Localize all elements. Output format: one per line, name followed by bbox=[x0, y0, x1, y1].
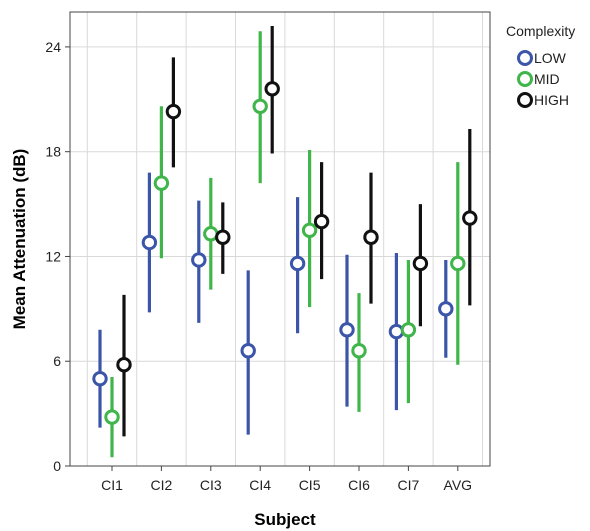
x-tick-label: CI4 bbox=[249, 477, 271, 493]
x-tick-label: CI6 bbox=[348, 477, 370, 493]
mean-marker-high bbox=[116, 357, 132, 373]
mean-marker-low bbox=[92, 370, 108, 387]
x-tick-label: CI7 bbox=[398, 477, 420, 493]
x-axis-title: Subject bbox=[254, 510, 316, 529]
y-tick-label: 12 bbox=[45, 248, 61, 264]
mean-marker-mid bbox=[104, 409, 120, 425]
data-marks bbox=[92, 25, 478, 458]
legend-marker-high bbox=[517, 92, 533, 108]
legend: Complexity LOW MID HIGH bbox=[506, 23, 575, 108]
mean-marker-high bbox=[412, 255, 429, 272]
mean-marker-high bbox=[462, 210, 478, 226]
legend-items: LOW MID HIGH bbox=[517, 50, 569, 108]
legend-label-mid: MID bbox=[534, 71, 560, 87]
y-tick-label: 18 bbox=[45, 144, 61, 160]
mean-marker-low bbox=[191, 252, 207, 268]
axes: 0 6 12 18 24 CI1 CI2 CI3 CI4 CI5 CI6 CI7 AVG bbox=[45, 39, 472, 493]
y-tick-label: 0 bbox=[53, 458, 61, 474]
plot-frame bbox=[69, 11, 491, 467]
mean-marker-low bbox=[289, 255, 306, 272]
x-tick-label: CI5 bbox=[299, 477, 321, 493]
mean-marker-mid bbox=[351, 343, 367, 359]
mean-marker-high bbox=[363, 229, 379, 245]
legend-label-high: HIGH bbox=[534, 92, 569, 108]
mean-marker-low bbox=[438, 301, 454, 317]
grid bbox=[70, 12, 490, 466]
x-tick-label: CI3 bbox=[200, 477, 222, 493]
y-axis-title: Mean Attenuation (dB) bbox=[10, 149, 29, 330]
mean-marker-low bbox=[141, 234, 158, 251]
y-tick-label: 24 bbox=[45, 39, 61, 55]
x-tick-label: CI1 bbox=[101, 477, 123, 493]
mean-marker-high bbox=[165, 103, 182, 120]
legend-title: Complexity bbox=[506, 23, 575, 39]
mean-marker-low bbox=[388, 323, 405, 340]
mean-marker-mid bbox=[301, 222, 318, 238]
mean-marker-mid bbox=[450, 255, 466, 272]
mean-marker-low bbox=[240, 343, 256, 359]
y-tick-label: 6 bbox=[53, 353, 61, 369]
mean-marker-high bbox=[264, 81, 280, 97]
mean-marker-low bbox=[339, 322, 355, 338]
mean-marker-mid bbox=[203, 226, 219, 242]
mean-marker-mid bbox=[153, 175, 170, 191]
mean-marker-mid bbox=[400, 322, 417, 338]
mean-marker-mid bbox=[252, 98, 268, 114]
mean-marker-high bbox=[313, 213, 330, 230]
x-tick-label: AVG bbox=[444, 477, 473, 493]
legend-label-low: LOW bbox=[534, 50, 567, 66]
legend-marker-low bbox=[517, 50, 533, 66]
x-tick-label: CI2 bbox=[151, 477, 173, 493]
mean-marker-high bbox=[215, 229, 231, 245]
legend-marker-mid bbox=[517, 71, 533, 87]
